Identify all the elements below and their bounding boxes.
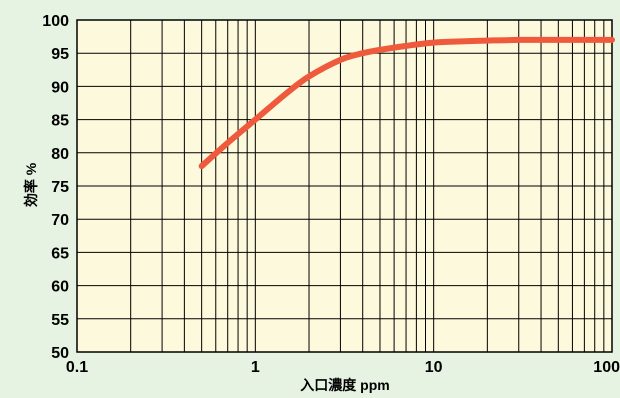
x-tick-label: 1 <box>251 359 260 376</box>
series-layer <box>198 36 615 170</box>
efficiency-series-line <box>198 36 615 170</box>
x-tick-label: 10 <box>425 359 443 376</box>
y-tick-label: 80 <box>51 146 69 163</box>
x-tick-label: 0.1 <box>66 359 88 376</box>
y-tick-labels: 50 55 60 65 70 75 80 85 90 95 100 <box>42 13 69 362</box>
y-axis-label: 効率 % <box>23 162 39 207</box>
y-tick-label: 75 <box>51 179 69 196</box>
y-tick-label: 70 <box>51 212 69 229</box>
y-tick-label: 95 <box>51 46 69 63</box>
x-tick-label: 100 <box>593 359 620 376</box>
y-tick-label: 90 <box>51 79 69 96</box>
y-tick-label: 65 <box>51 245 69 262</box>
plot-frame <box>76 19 613 353</box>
grid-lines <box>76 19 613 353</box>
x-axis-label: 入口濃度 ppm <box>300 377 389 393</box>
y-tick-label: 50 <box>51 345 69 362</box>
y-tick-label: 60 <box>51 279 69 296</box>
y-tick-label: 55 <box>51 312 69 329</box>
y-tick-label: 85 <box>51 113 69 130</box>
y-tick-label: 100 <box>42 13 69 30</box>
x-tick-labels: 0.1 1 10 100 <box>66 359 620 376</box>
